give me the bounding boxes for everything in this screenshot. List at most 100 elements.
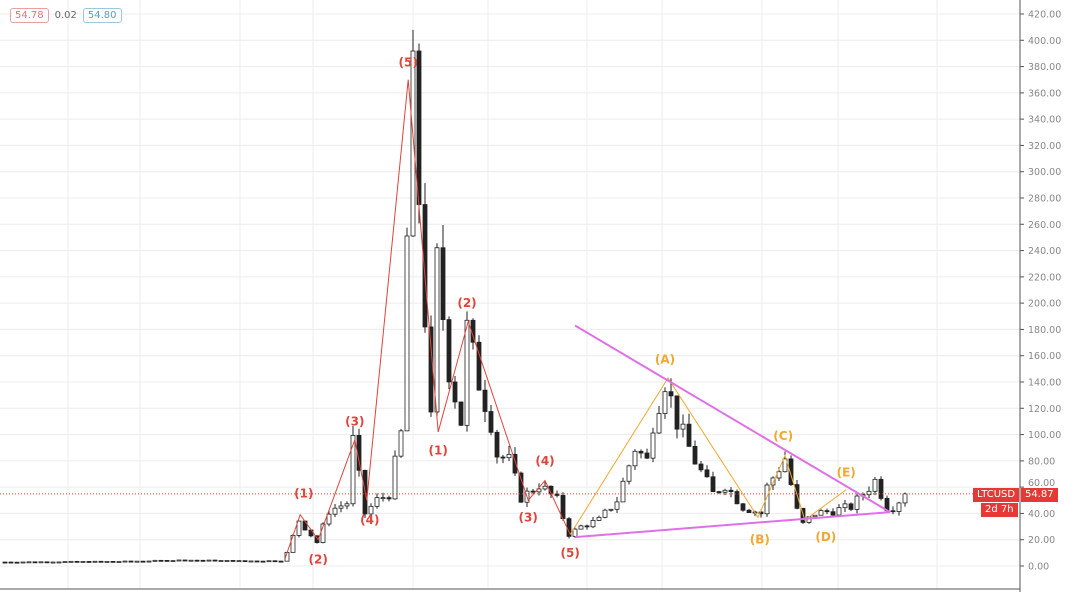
candle-body	[458, 401, 464, 426]
candle	[440, 224, 446, 331]
candle	[242, 560, 248, 563]
candle	[620, 477, 626, 503]
symbol-tag: LTCUSD	[973, 488, 1020, 502]
candle-body	[8, 561, 14, 564]
candle-body	[440, 247, 446, 320]
candle-body	[614, 501, 620, 510]
candle	[890, 506, 896, 515]
candle-body	[158, 559, 164, 562]
candle	[650, 427, 656, 463]
candle-body	[266, 560, 272, 563]
candle-body	[188, 559, 194, 562]
candle	[44, 561, 50, 564]
price-axis[interactable]: 0.00 20.00 40.00 60.00 80.00 100.00 120.00 140.…	[1020, 10, 1061, 573]
candle	[260, 560, 266, 563]
candle	[38, 561, 44, 564]
candle	[824, 508, 830, 515]
candle	[452, 376, 458, 409]
candle	[584, 524, 590, 530]
candle-body	[506, 453, 512, 459]
candle	[128, 560, 134, 563]
candle	[188, 559, 194, 562]
candle-body	[26, 561, 32, 564]
candle	[578, 524, 584, 530]
candle-body	[92, 560, 98, 563]
candle-body	[392, 455, 398, 500]
candle	[338, 501, 344, 513]
candle-body	[866, 490, 872, 496]
candle	[62, 561, 68, 564]
candle	[590, 517, 596, 529]
candle	[134, 560, 140, 563]
candle-body	[326, 513, 332, 525]
candle-body	[746, 509, 752, 513]
candle-body	[128, 560, 134, 563]
candle	[482, 379, 488, 423]
candle-body	[812, 514, 818, 518]
candle-body	[758, 511, 764, 515]
candle-body	[38, 561, 44, 564]
candle-body	[872, 478, 878, 492]
candle-body	[656, 413, 662, 434]
candle-body	[254, 560, 260, 563]
tick-label: 360.00	[1028, 88, 1061, 99]
buy-price-box[interactable]: 54.80	[82, 8, 122, 23]
candle-body	[404, 235, 410, 432]
tick-label: 380.00	[1028, 62, 1061, 73]
candle	[248, 560, 254, 563]
elliott-impulse-wave-line	[284, 79, 571, 559]
sell-price-box[interactable]: 54.78	[10, 8, 49, 23]
tick-label: 280.00	[1028, 194, 1061, 205]
candle-body	[854, 495, 860, 510]
candle	[734, 489, 740, 505]
candle-body	[260, 560, 266, 563]
candle	[386, 495, 392, 502]
wave-label: (A)	[655, 353, 675, 367]
candle-body	[836, 507, 842, 516]
candle-body	[692, 445, 698, 465]
tick-label: 160.00	[1028, 351, 1061, 362]
candle-body	[662, 391, 668, 414]
candle	[476, 335, 482, 391]
wave-label: (1)	[429, 443, 448, 457]
candle-body	[842, 503, 848, 509]
candle-body	[44, 561, 50, 564]
candle	[644, 448, 650, 459]
candle	[506, 445, 512, 462]
candle-body	[206, 559, 212, 562]
candle-body	[770, 477, 776, 486]
grid	[0, 0, 1020, 589]
candle-body	[572, 528, 578, 537]
candle	[170, 560, 176, 563]
tick-label: 60.00	[1028, 478, 1055, 489]
tick-label: 0.00	[1028, 562, 1049, 573]
candle-body	[32, 561, 38, 564]
candle-body	[728, 489, 734, 492]
candle	[164, 559, 170, 562]
candle-body	[434, 247, 440, 413]
candle-body	[446, 319, 452, 383]
candle-body	[644, 452, 650, 459]
candle-body	[374, 497, 380, 507]
candle-body	[632, 450, 638, 467]
candle-body	[248, 560, 254, 563]
candle	[716, 490, 722, 495]
candle	[176, 559, 182, 562]
candle	[608, 508, 614, 512]
candle-body	[494, 431, 500, 458]
candle-body	[824, 510, 830, 513]
tick-label: 20.00	[1028, 535, 1055, 546]
candle	[152, 559, 158, 562]
tick-label: 400.00	[1028, 36, 1061, 47]
candle	[380, 492, 386, 502]
candle	[422, 183, 428, 333]
wave-label: (2)	[309, 552, 328, 566]
candle-body	[620, 480, 626, 503]
candle-body	[98, 560, 104, 563]
candle-body	[62, 561, 68, 564]
candle	[464, 311, 470, 432]
tick-label: 420.00	[1028, 10, 1061, 21]
candle	[218, 560, 224, 562]
candle	[728, 487, 734, 498]
